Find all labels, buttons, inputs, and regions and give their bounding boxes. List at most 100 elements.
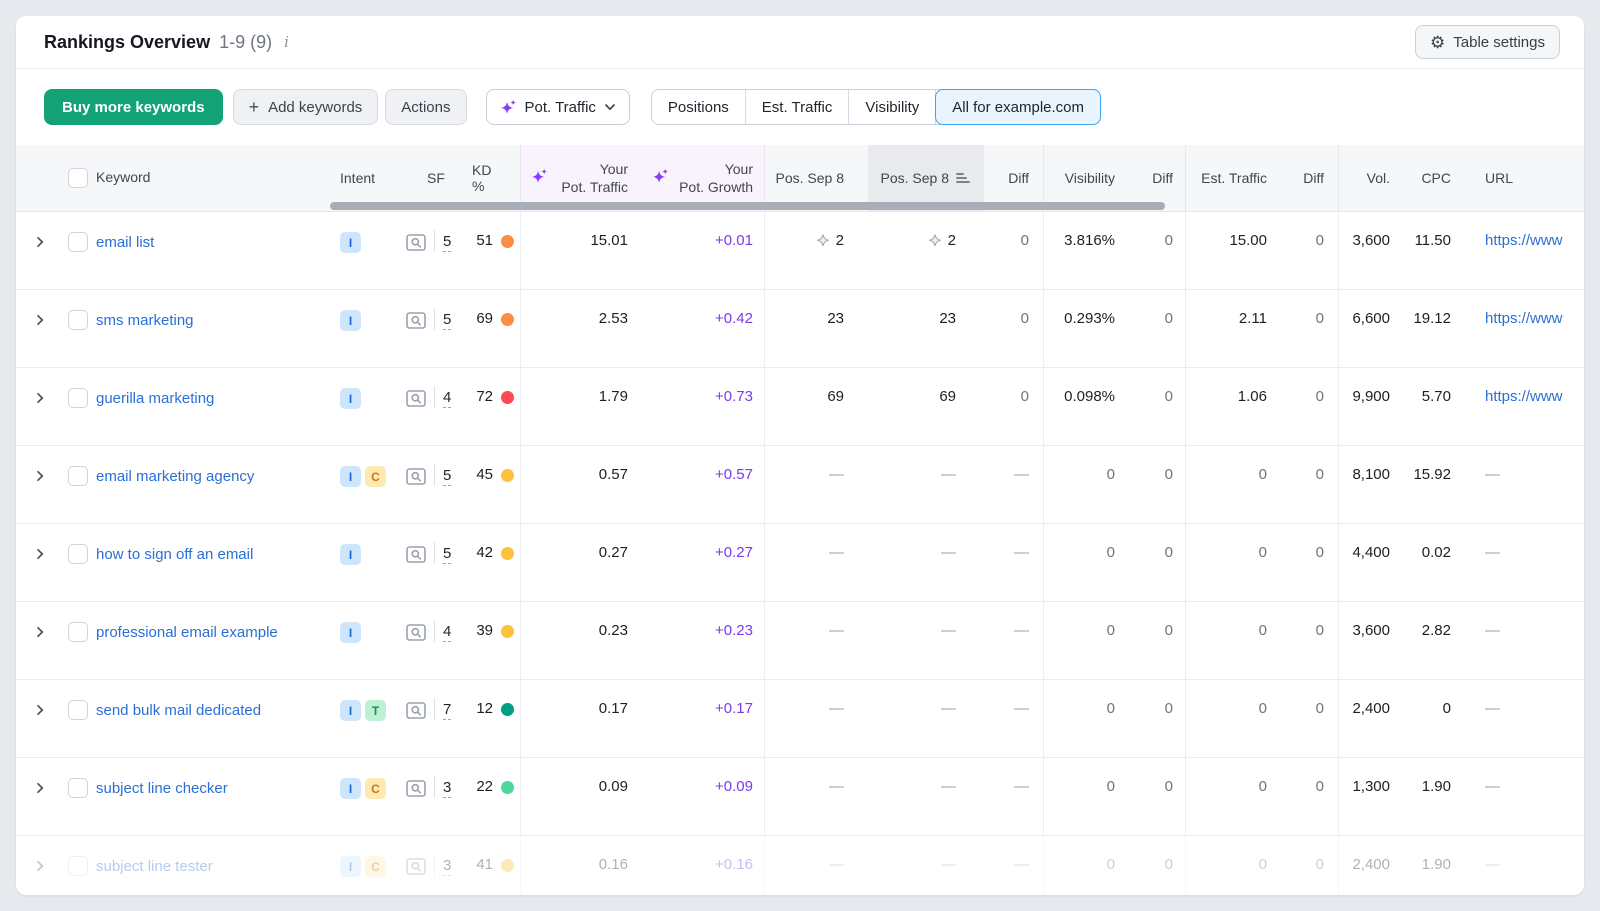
cell-volume-value: 4,400 bbox=[1352, 544, 1390, 561]
cell-diff-position-value: 0 bbox=[1020, 232, 1029, 249]
pot-traffic-dropdown[interactable]: Pot. Traffic bbox=[485, 89, 630, 125]
column-header-volume[interactable]: Vol. bbox=[1338, 145, 1408, 211]
serp-features-count[interactable]: 5 bbox=[443, 544, 452, 564]
cell-est-traffic-value: 0 bbox=[1258, 466, 1267, 483]
horizontal-scrollbar-thumb[interactable] bbox=[330, 202, 1165, 210]
keyword-link[interactable]: guerilla marketing bbox=[96, 390, 215, 407]
column-header-pot_traffic[interactable]: Your Pot. Traffic bbox=[520, 145, 642, 211]
cell-volume: 1,300 bbox=[1338, 758, 1408, 835]
metric-segmented-control: Positions Est. Traffic Visibility All for e… bbox=[650, 89, 1101, 125]
cell-cpc: 5.70 bbox=[1408, 368, 1469, 445]
keyword-link[interactable]: sms marketing bbox=[96, 312, 194, 329]
row-expander[interactable] bbox=[16, 212, 62, 289]
column-header-pot_growth[interactable]: Your Pot. Growth bbox=[642, 145, 764, 211]
table-settings-button[interactable]: ⚙ Table settings bbox=[1415, 25, 1560, 59]
column-header-visibility[interactable]: Visibility bbox=[1043, 145, 1135, 211]
cell-intent: I bbox=[324, 212, 400, 289]
serp-features-count[interactable]: 5 bbox=[443, 310, 452, 330]
column-header-pos1[interactable]: Pos. Sep 8 bbox=[764, 145, 868, 211]
keyword-link[interactable]: send bulk mail dedicated bbox=[96, 702, 262, 719]
kd-difficulty-dot bbox=[501, 547, 514, 560]
row-checkbox[interactable] bbox=[68, 232, 88, 252]
cell-diff-est-traffic-value: 0 bbox=[1315, 622, 1324, 639]
serp-features-count[interactable]: 3 bbox=[443, 856, 452, 876]
segment-positions[interactable]: Positions bbox=[652, 90, 746, 124]
serp-features-count[interactable]: 5 bbox=[443, 466, 452, 486]
cell-diff-visibility-value: 0 bbox=[1164, 856, 1173, 873]
column-header-label: Est. Traffic bbox=[1201, 170, 1267, 186]
serp-features-count[interactable]: 4 bbox=[443, 388, 452, 408]
row-expander[interactable] bbox=[16, 524, 62, 601]
column-header-kd[interactable]: KD % bbox=[472, 145, 520, 211]
serp-features-group: 3 bbox=[406, 854, 452, 876]
column-header-intent[interactable]: Intent bbox=[324, 145, 400, 211]
row-checkbox[interactable] bbox=[68, 388, 88, 408]
position-value: — bbox=[941, 778, 956, 795]
intent-badge-i: I bbox=[340, 232, 361, 253]
row-checkbox[interactable] bbox=[68, 544, 88, 564]
serp-features-count[interactable]: 5 bbox=[443, 232, 452, 252]
url-link[interactable]: https://www bbox=[1485, 310, 1563, 327]
pot-growth-value: +0.16 bbox=[715, 856, 753, 873]
column-header-sf[interactable]: SF bbox=[400, 145, 472, 211]
kd-difficulty-dot bbox=[501, 781, 514, 794]
info-icon[interactable]: i bbox=[284, 33, 289, 51]
url-link[interactable]: https://www bbox=[1485, 232, 1563, 249]
actions-button[interactable]: Actions bbox=[385, 89, 467, 125]
column-header-pos2[interactable]: Pos. Sep 8 bbox=[868, 145, 984, 211]
column-header-label: Diff bbox=[1152, 170, 1173, 186]
row-expander[interactable] bbox=[16, 290, 62, 367]
row-checkbox[interactable] bbox=[68, 778, 88, 798]
keyword-link[interactable]: email list bbox=[96, 234, 155, 251]
header-line-2: Pot. Growth bbox=[679, 179, 753, 195]
ai-sparkle-icon bbox=[652, 168, 669, 183]
cell-diff-visibility-value: 0 bbox=[1164, 466, 1173, 483]
cell-url: https://www bbox=[1469, 212, 1584, 289]
keyword-link[interactable]: subject line tester bbox=[96, 858, 213, 875]
column-header-est_traffic[interactable]: Est. Traffic bbox=[1185, 145, 1285, 211]
cell-visibility: 3.816% bbox=[1043, 212, 1135, 289]
row-expander[interactable] bbox=[16, 836, 62, 895]
serp-features-icon bbox=[406, 233, 426, 251]
url-link[interactable]: https://www bbox=[1485, 388, 1563, 405]
row-expander[interactable] bbox=[16, 368, 62, 445]
pot-growth-value: +0.09 bbox=[715, 778, 753, 795]
keyword-link[interactable]: email marketing agency bbox=[96, 468, 255, 485]
cell-kd: 42 bbox=[472, 524, 520, 601]
serp-features-count[interactable]: 3 bbox=[443, 778, 452, 798]
select-all-checkbox[interactable] bbox=[68, 168, 88, 188]
row-checkbox[interactable] bbox=[68, 622, 88, 642]
column-header-diff2[interactable]: Diff bbox=[1135, 145, 1185, 211]
segment-all-for-example-com[interactable]: All for example.com bbox=[935, 89, 1101, 125]
buy-more-keywords-button[interactable]: Buy more keywords bbox=[44, 89, 223, 125]
page-title: Rankings Overview bbox=[44, 31, 211, 52]
segment-est-traffic[interactable]: Est. Traffic bbox=[746, 90, 850, 124]
row-checkbox[interactable] bbox=[68, 856, 88, 876]
column-header-diff3[interactable]: Diff bbox=[1285, 145, 1338, 211]
cell-pot-growth: +0.73 bbox=[642, 368, 764, 445]
add-keywords-button[interactable]: + Add keywords bbox=[232, 89, 379, 125]
row-expander[interactable] bbox=[16, 758, 62, 835]
row-checkbox[interactable] bbox=[68, 466, 88, 486]
row-checkbox[interactable] bbox=[68, 310, 88, 330]
cell-est-traffic: 2.11 bbox=[1185, 290, 1285, 367]
serp-features-group: 3 bbox=[406, 776, 452, 798]
column-header-cpc[interactable]: CPC bbox=[1408, 145, 1469, 211]
column-header-diff1[interactable]: Diff bbox=[984, 145, 1043, 211]
row-checkbox[interactable] bbox=[68, 700, 88, 720]
keyword-link[interactable]: subject line checker bbox=[96, 780, 228, 797]
row-expander[interactable] bbox=[16, 446, 62, 523]
cell-cpc-value: 11.50 bbox=[1414, 232, 1451, 249]
serp-features-icon bbox=[406, 701, 426, 719]
segment-visibility[interactable]: Visibility bbox=[849, 90, 937, 124]
row-expander[interactable] bbox=[16, 602, 62, 679]
keyword-link[interactable]: professional email example bbox=[96, 624, 278, 641]
column-header-url[interactable]: URL bbox=[1469, 145, 1584, 211]
pot-traffic-label: Pot. Traffic bbox=[524, 98, 596, 116]
column-header-keyword[interactable]: Keyword bbox=[96, 145, 324, 211]
row-expander[interactable] bbox=[16, 680, 62, 757]
cell-position-2: 23 bbox=[868, 290, 984, 367]
serp-features-count[interactable]: 4 bbox=[443, 622, 452, 642]
keyword-link[interactable]: how to sign off an email bbox=[96, 546, 254, 563]
serp-features-count[interactable]: 7 bbox=[443, 700, 452, 720]
